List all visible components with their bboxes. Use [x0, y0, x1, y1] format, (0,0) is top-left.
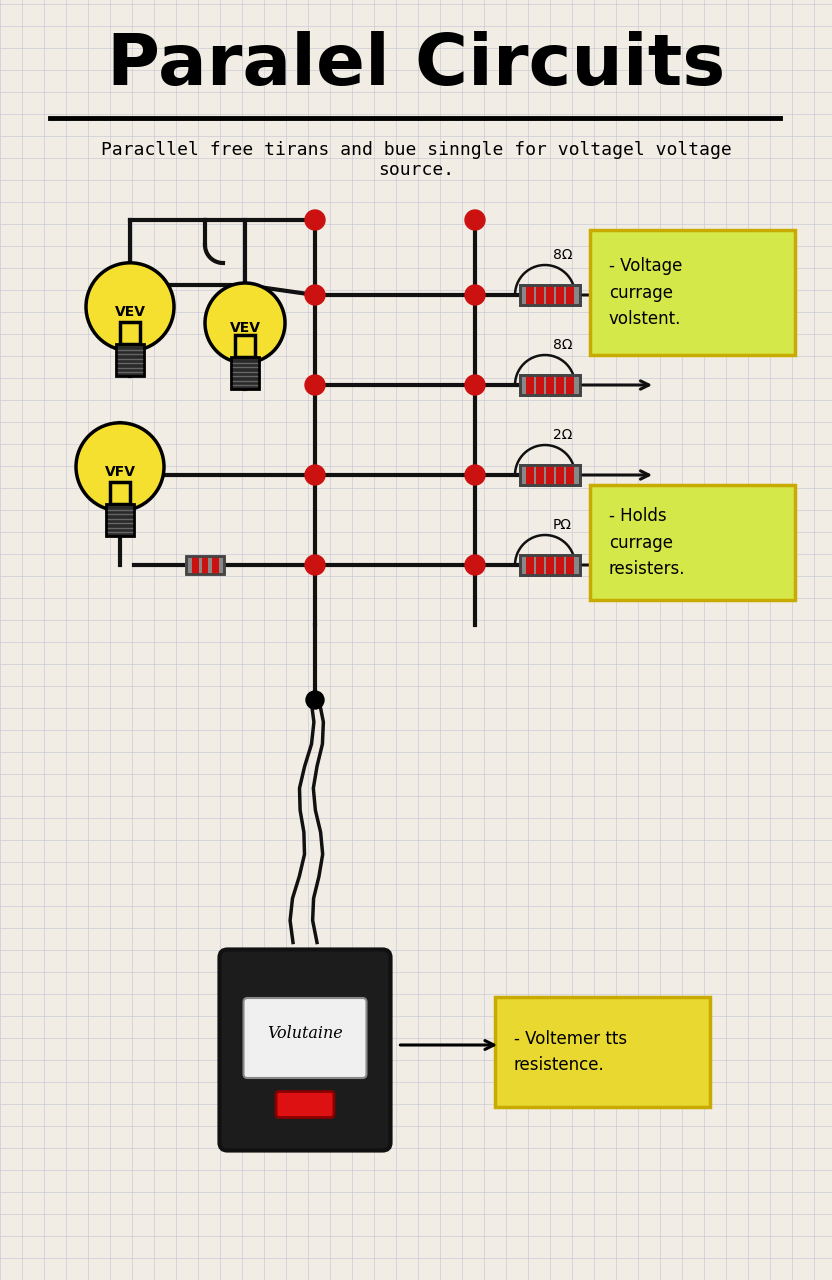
FancyBboxPatch shape [211, 556, 219, 573]
Text: Volutaine: Volutaine [267, 1025, 343, 1042]
FancyBboxPatch shape [527, 465, 534, 485]
FancyBboxPatch shape [567, 556, 574, 575]
FancyBboxPatch shape [557, 285, 564, 305]
FancyBboxPatch shape [186, 556, 224, 573]
Circle shape [86, 262, 174, 351]
FancyBboxPatch shape [527, 285, 534, 305]
Circle shape [306, 691, 324, 709]
FancyBboxPatch shape [590, 230, 795, 355]
FancyBboxPatch shape [590, 485, 795, 600]
Circle shape [76, 422, 164, 511]
FancyBboxPatch shape [520, 465, 580, 485]
FancyBboxPatch shape [547, 465, 554, 485]
Circle shape [305, 465, 325, 485]
FancyBboxPatch shape [110, 483, 130, 504]
Text: 2Ω: 2Ω [553, 428, 572, 442]
Text: 8Ω: 8Ω [553, 338, 572, 352]
Circle shape [205, 283, 285, 364]
Text: - Voltage
currage
volstent.: - Voltage currage volstent. [609, 257, 682, 328]
FancyBboxPatch shape [567, 465, 574, 485]
FancyBboxPatch shape [520, 285, 580, 305]
Circle shape [305, 285, 325, 305]
Circle shape [465, 375, 485, 396]
FancyBboxPatch shape [231, 357, 259, 389]
FancyBboxPatch shape [527, 556, 534, 575]
FancyBboxPatch shape [537, 375, 544, 396]
FancyBboxPatch shape [276, 1092, 334, 1117]
FancyBboxPatch shape [527, 375, 534, 396]
Text: VEV: VEV [115, 305, 146, 319]
Circle shape [305, 375, 325, 396]
FancyBboxPatch shape [537, 556, 544, 575]
FancyBboxPatch shape [557, 375, 564, 396]
FancyBboxPatch shape [557, 556, 564, 575]
Text: VEV: VEV [230, 321, 260, 335]
FancyBboxPatch shape [244, 998, 367, 1078]
FancyBboxPatch shape [201, 556, 209, 573]
Circle shape [465, 556, 485, 575]
FancyBboxPatch shape [520, 375, 580, 396]
FancyBboxPatch shape [547, 375, 554, 396]
FancyBboxPatch shape [567, 285, 574, 305]
Text: - Holds
currage
resisters.: - Holds currage resisters. [609, 507, 686, 577]
FancyBboxPatch shape [567, 375, 574, 396]
Text: - Voltemer tts
resistence.: - Voltemer tts resistence. [514, 1030, 627, 1074]
Text: VFV: VFV [105, 465, 136, 479]
FancyBboxPatch shape [106, 504, 134, 536]
FancyBboxPatch shape [235, 335, 255, 357]
FancyBboxPatch shape [191, 556, 199, 573]
Circle shape [305, 210, 325, 230]
FancyBboxPatch shape [220, 950, 390, 1151]
Text: PΩ: PΩ [553, 518, 572, 532]
FancyBboxPatch shape [557, 465, 564, 485]
Circle shape [305, 556, 325, 575]
Circle shape [465, 285, 485, 305]
Text: 8Ω: 8Ω [553, 248, 572, 262]
Circle shape [465, 465, 485, 485]
FancyBboxPatch shape [537, 285, 544, 305]
FancyBboxPatch shape [537, 465, 544, 485]
FancyBboxPatch shape [520, 556, 580, 575]
Text: Paracllel free tirans and bue sinngle for voltagel voltage
source.: Paracllel free tirans and bue sinngle fo… [101, 141, 731, 179]
FancyBboxPatch shape [547, 556, 554, 575]
FancyBboxPatch shape [547, 285, 554, 305]
Circle shape [465, 210, 485, 230]
FancyBboxPatch shape [116, 344, 144, 376]
FancyBboxPatch shape [495, 997, 710, 1107]
Text: Paralel Circuits: Paralel Circuits [106, 31, 726, 100]
FancyBboxPatch shape [120, 323, 140, 344]
